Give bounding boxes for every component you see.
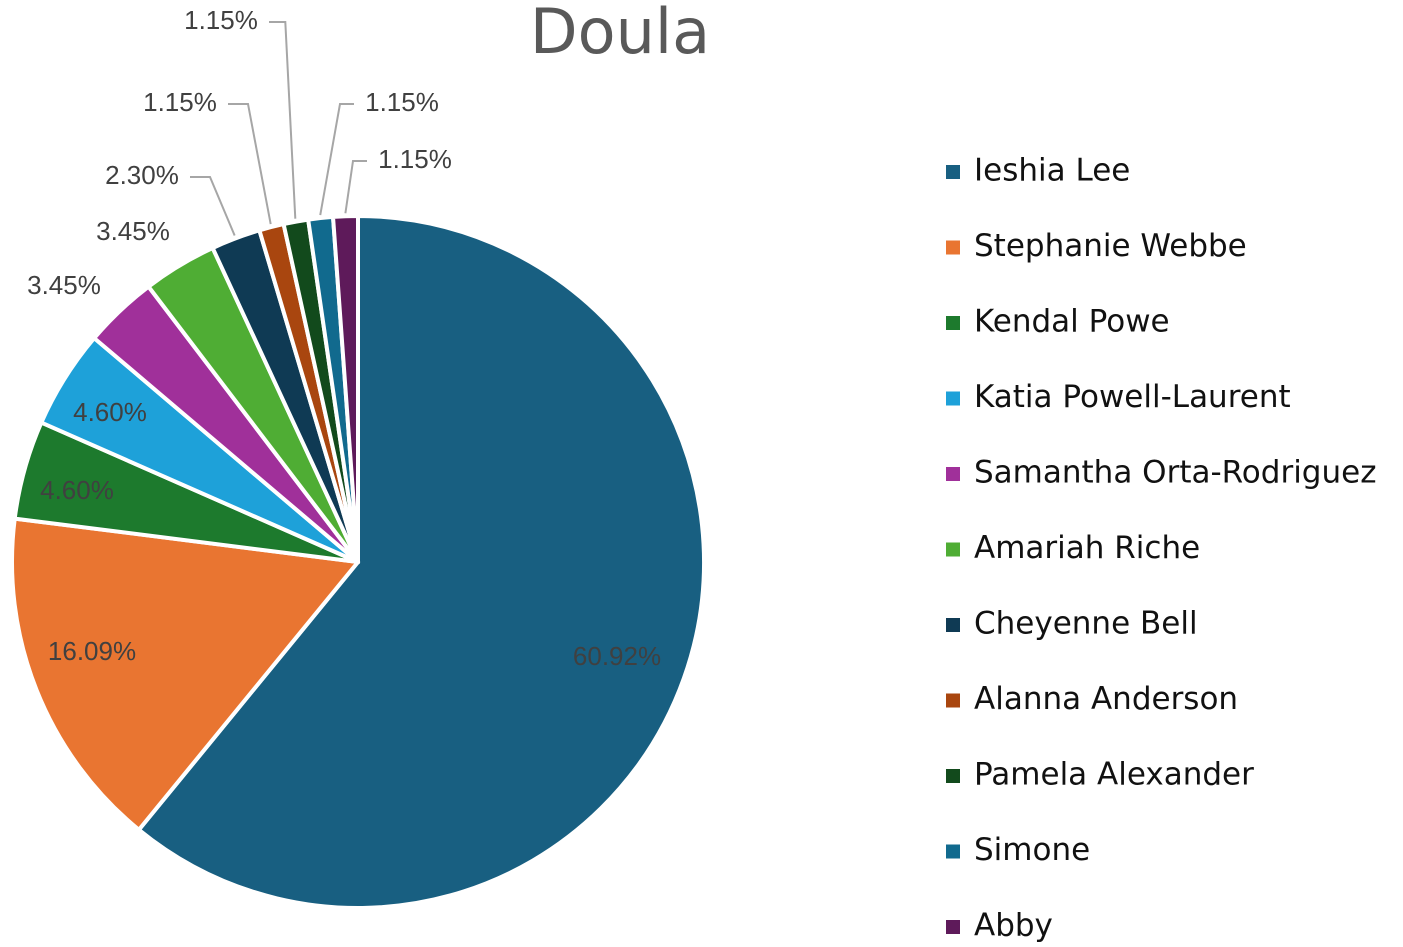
legend-swatch <box>946 618 960 632</box>
legend-swatch <box>946 316 960 330</box>
data-label: 1.15% <box>184 5 258 35</box>
legend-swatch <box>946 769 960 783</box>
chart-title: Doula <box>530 0 710 68</box>
legend-label: Cheyenne Bell <box>974 606 1198 642</box>
legend-label: Samantha Orta-Rodriguez <box>974 455 1376 491</box>
leader-line <box>344 160 367 214</box>
legend-swatch <box>946 391 960 406</box>
data-label: 1.15% <box>365 87 439 117</box>
data-label: 2.30% <box>105 160 179 190</box>
legend-label: Ieshia Lee <box>974 153 1130 189</box>
legend-swatch <box>946 844 960 859</box>
legend-label: Stephanie Webbe <box>974 228 1247 264</box>
legend-label: Pamela Alexander <box>974 757 1254 793</box>
legend-swatch <box>946 467 960 481</box>
data-label: 16.09% <box>48 636 136 666</box>
data-label: 3.45% <box>27 270 101 300</box>
legend-swatch <box>946 165 960 179</box>
legend-swatch <box>946 693 960 708</box>
data-label: 4.60% <box>73 397 147 427</box>
leader-line <box>228 103 272 225</box>
leader-line <box>190 176 236 236</box>
leader-line <box>319 103 354 216</box>
legend-swatch <box>946 240 960 255</box>
legend-label: Simone <box>974 832 1090 868</box>
legend-label: Katia Powell-Laurent <box>974 379 1291 415</box>
data-label: 4.60% <box>40 475 114 505</box>
legend-label: Amariah Riche <box>974 530 1200 566</box>
pie-slice <box>331 214 360 564</box>
legend-label: Alanna Anderson <box>974 681 1238 717</box>
pie-slice <box>136 214 706 910</box>
legend-label: Kendal Powe <box>974 304 1170 340</box>
legend-swatch <box>946 542 960 557</box>
legend-swatch <box>946 920 960 934</box>
data-label: 60.92% <box>573 641 661 671</box>
data-label: 3.45% <box>96 216 170 246</box>
leader-line <box>269 21 297 219</box>
data-label: 1.15% <box>143 87 217 117</box>
legend-label: Abby <box>974 908 1053 944</box>
pie-slice <box>10 516 360 832</box>
data-label: 1.15% <box>378 144 452 174</box>
